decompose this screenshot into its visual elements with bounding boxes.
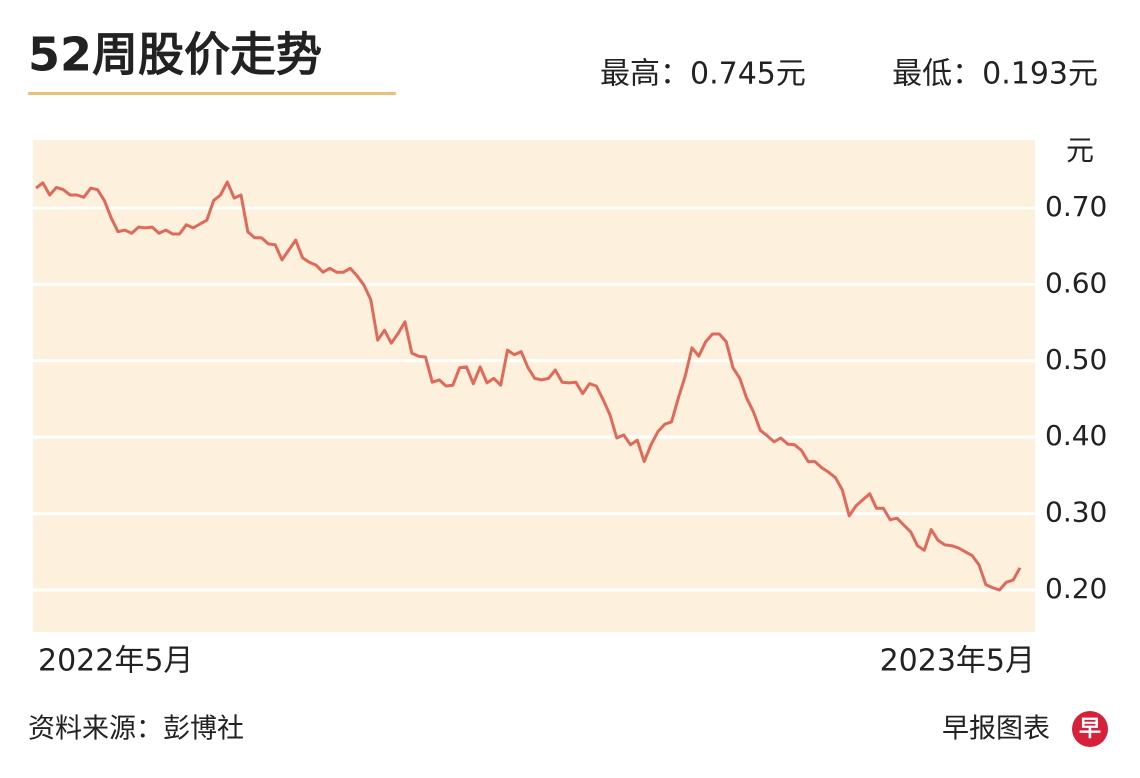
chart-title: 52周股价走势 bbox=[28, 28, 322, 82]
y-tick-label: 0.20 bbox=[1045, 572, 1107, 605]
low-annotation: 最低：0.193元 bbox=[892, 57, 1098, 92]
y-tick-label: 0.60 bbox=[1045, 266, 1107, 299]
y-unit: 元 bbox=[1066, 134, 1094, 167]
price-line bbox=[35, 180, 1022, 592]
x-label: 2022年5月 bbox=[38, 644, 193, 679]
source: 资料来源：彭博社 bbox=[28, 714, 244, 745]
y-tick-label: 0.30 bbox=[1045, 496, 1107, 529]
plot-background bbox=[33, 140, 1035, 632]
x-label: 2023年5月 bbox=[880, 644, 1035, 679]
logo-circle bbox=[1072, 711, 1108, 747]
title-underline bbox=[28, 92, 396, 95]
y-tick-label: 0.70 bbox=[1045, 190, 1107, 223]
y-tick-label: 0.50 bbox=[1045, 343, 1107, 376]
logo: 早 bbox=[1079, 717, 1101, 742]
credit: 早报图表 bbox=[942, 714, 1050, 745]
high-annotation: 最高：0.745元 bbox=[600, 57, 806, 92]
y-tick-label: 0.40 bbox=[1045, 419, 1107, 452]
